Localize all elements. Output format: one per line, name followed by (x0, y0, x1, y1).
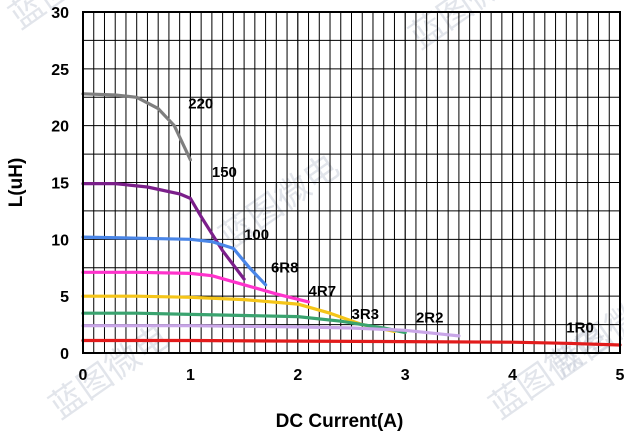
series-layer (81, 92, 622, 347)
series-label-1R0: 1R0 (566, 320, 594, 337)
y-tick-label: 20 (51, 119, 69, 136)
x-tick-label: 2 (293, 367, 302, 384)
watermark-text: 蓝图微电 (2, 0, 136, 37)
series-label-3R3: 3R3 (352, 306, 380, 323)
series-label-4R7: 4R7 (309, 283, 337, 300)
y-tick-label: 10 (51, 232, 69, 249)
x-tick-label: 5 (616, 367, 624, 384)
x-axis-label: DC Current(A) (276, 411, 404, 432)
series-label-2R2: 2R2 (416, 309, 444, 326)
axes (82, 11, 621, 354)
series-line-3R3 (81, 311, 407, 335)
y-tick-label: 30 (51, 5, 69, 22)
x-tick-label: 3 (401, 367, 410, 384)
tick-labels: 0 1 2 3 4 5 0 5 10 15 20 25 30 (51, 5, 624, 384)
x-tick-label: 1 (186, 367, 195, 384)
y-tick-label: 0 (60, 346, 69, 363)
x-tick-label: 0 (79, 367, 88, 384)
series-line-2R2 (81, 324, 461, 338)
series-label-150: 150 (212, 164, 237, 181)
x-tick-label: 4 (508, 367, 517, 384)
series-label-6R8: 6R8 (271, 259, 299, 276)
y-tick-label: 15 (51, 176, 69, 193)
watermark-layer: 蓝图微电蓝图微电蓝图微电蓝图微电蓝图微电蓝图微电 (2, 0, 624, 427)
y-tick-label: 25 (51, 62, 69, 79)
y-tick-label: 5 (60, 289, 69, 306)
plot-frame (82, 11, 621, 354)
series-label-220: 220 (188, 96, 213, 113)
grid (82, 11, 621, 354)
series-line-220 (81, 92, 192, 162)
series-label-100: 100 (244, 226, 269, 243)
y-axis-label: L(uH) (6, 158, 27, 208)
series-line-1R0 (81, 338, 622, 347)
watermark-text: 蓝图微电 (42, 317, 176, 428)
series-line-100 (81, 235, 268, 287)
series-line-6R8 (81, 270, 311, 304)
